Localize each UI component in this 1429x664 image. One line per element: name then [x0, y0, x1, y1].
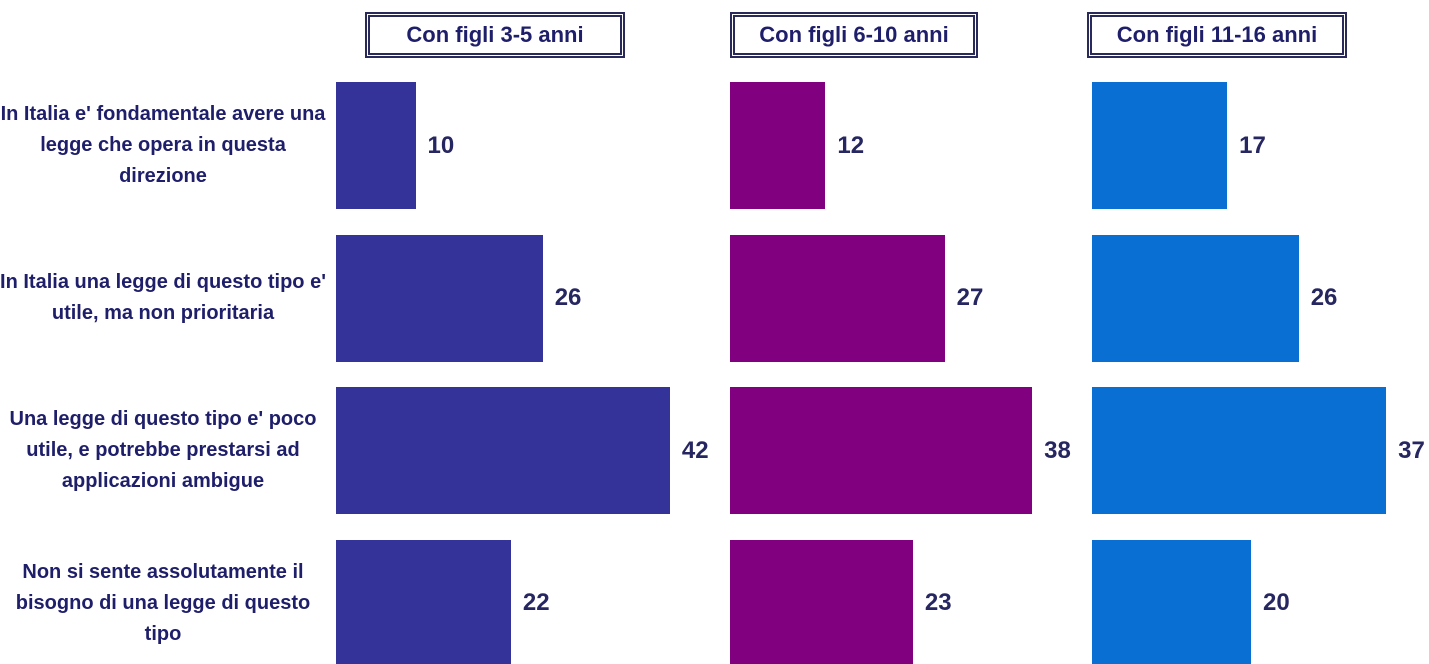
- bar: [730, 387, 1033, 514]
- category-label: In Italia e' fondamentale avere una legg…: [0, 103, 326, 187]
- value-label: 38: [1044, 436, 1071, 464]
- category-label: Non si sente assolutamente il bisogno di…: [15, 560, 311, 645]
- panel-header: Con figli 11-16 anni: [1087, 12, 1347, 58]
- value-label: 12: [837, 131, 865, 159]
- bar: [336, 387, 670, 514]
- panel-header: Con figli 6-10 anni: [730, 12, 978, 58]
- bar: [336, 82, 416, 209]
- bar: [730, 82, 826, 209]
- panel-header: Con figli 3-5 anni: [365, 12, 625, 58]
- value-label: 23: [924, 589, 952, 616]
- bar: [336, 539, 511, 664]
- value-label: 10: [427, 131, 455, 159]
- value-label: 22: [522, 589, 550, 616]
- value-label: 20: [1263, 589, 1290, 616]
- bar: [730, 234, 945, 362]
- value-label: 27: [956, 284, 984, 311]
- category-label: In Italia una legge di questo tipo e' ut…: [0, 271, 326, 324]
- bar: [1092, 234, 1299, 362]
- category-label: Una legge di questo tipo e' poco utile, …: [9, 408, 317, 492]
- bar: [1092, 539, 1251, 664]
- bar: [336, 234, 543, 362]
- value-label: 17: [1239, 131, 1266, 159]
- value-label: 37: [1398, 436, 1425, 464]
- value-label: 26: [1310, 284, 1338, 311]
- value-label: 26: [554, 284, 582, 311]
- value-label: 42: [681, 436, 709, 464]
- bar: [1092, 387, 1387, 514]
- bar: [1092, 82, 1228, 209]
- bar: [730, 539, 913, 664]
